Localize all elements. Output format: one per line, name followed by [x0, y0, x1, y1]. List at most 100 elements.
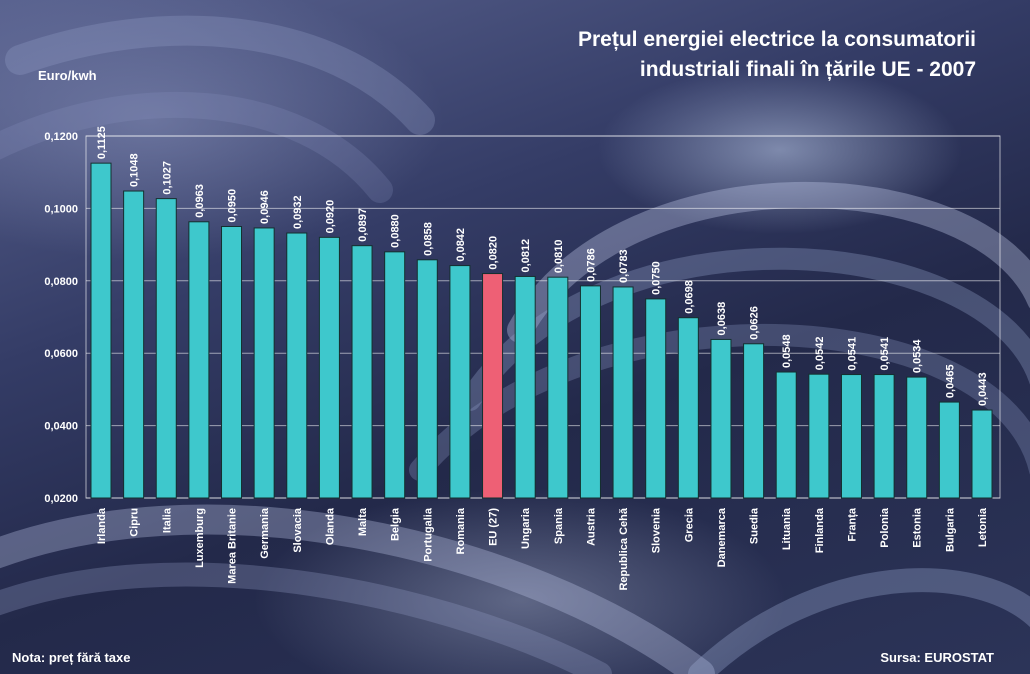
value-label: 0,0465	[944, 364, 956, 398]
category-label: Marea Britanie	[227, 508, 239, 584]
bar	[514, 275, 536, 499]
value-label: 0,0626	[749, 306, 761, 340]
value-label: 0,0783	[618, 249, 630, 283]
bar	[612, 286, 634, 499]
bar	[677, 317, 699, 499]
bar	[840, 374, 862, 499]
category-label: Estonia	[912, 507, 924, 548]
bar	[906, 376, 928, 499]
value-label: 0,0541	[879, 337, 891, 371]
value-label: 0,0920	[324, 200, 336, 234]
bar	[710, 338, 732, 499]
bar	[155, 198, 177, 499]
category-label: EU (27)	[488, 508, 500, 546]
bar	[416, 259, 438, 499]
category-label: Finlanda	[814, 507, 826, 553]
value-label: 0,0820	[488, 236, 500, 270]
value-label: 0,0880	[390, 214, 402, 248]
bar	[808, 373, 830, 499]
category-label: Slovenia	[651, 507, 663, 553]
value-label: 0,0786	[585, 248, 597, 282]
y-axis: 0,0200 0,0400 0,0600 0,0800 0,1000 0,1200	[44, 131, 78, 505]
plot-area	[85, 135, 1001, 499]
category-label: Letonia	[977, 507, 989, 547]
source-label: Sursa: EUROSTAT	[880, 650, 994, 665]
bar	[253, 227, 275, 499]
value-label: 0,0842	[455, 228, 467, 262]
bar	[579, 285, 601, 499]
bar	[286, 232, 308, 499]
bar	[547, 276, 569, 499]
category-label: Romania	[455, 507, 467, 554]
y-tick-label: 0,0400	[44, 421, 78, 433]
value-label: 0,0812	[520, 239, 532, 273]
y-axis-unit-label: Euro/kwh	[38, 68, 97, 83]
value-label: 0,0932	[292, 195, 304, 229]
category-label: Danemarca	[716, 507, 728, 567]
value-label: 0,0698	[683, 280, 695, 314]
category-label: Italia	[161, 507, 173, 533]
bar	[873, 374, 895, 499]
category-label: Cipru	[129, 508, 141, 537]
category-label: Belgia	[390, 507, 402, 541]
value-label: 0,1125	[96, 126, 108, 159]
category-label: Lituania	[781, 507, 793, 550]
category-label: Grecia	[683, 507, 695, 542]
y-tick-label: 0,0600	[44, 348, 78, 360]
value-label: 0,0542	[814, 337, 826, 371]
bars	[90, 162, 993, 499]
bar	[938, 401, 960, 499]
category-label: Olanda	[324, 507, 336, 545]
y-tick-label: 0,1000	[44, 203, 78, 215]
category-label: Polonia	[879, 507, 891, 548]
category-label: Franța	[846, 507, 858, 542]
category-label: Bulgaria	[944, 507, 956, 552]
chart-title-line-2: industriali finali în țările UE - 2007	[640, 58, 976, 81]
value-label: 0,0534	[912, 339, 924, 374]
bar	[775, 371, 797, 499]
bar	[123, 190, 145, 499]
y-tick-label: 0,1200	[44, 131, 78, 143]
value-label: 0,0963	[194, 184, 206, 218]
value-label: 0,0897	[357, 208, 369, 242]
category-label: Republica Cehă	[618, 507, 630, 590]
bar	[90, 162, 112, 499]
category-label: Ungaria	[520, 507, 532, 549]
category-label: Spania	[553, 507, 565, 544]
category-label: Portugalia	[422, 507, 434, 562]
value-label: 0,0750	[651, 261, 663, 295]
chart-title-line-1: Prețul energiei electrice la consumatori…	[578, 28, 976, 51]
bar	[384, 251, 406, 499]
bar	[971, 409, 993, 499]
value-label: 0,0541	[846, 337, 858, 371]
value-label: 0,1048	[129, 153, 141, 187]
value-labels: 0,1125 0,1048 0,1027 0,0963 0,0950 0,0946 0,09…	[96, 126, 989, 406]
value-label: 0,1027	[161, 161, 173, 195]
bar	[351, 245, 373, 499]
y-tick-label: 0,0800	[44, 276, 78, 288]
category-label: Irlanda	[96, 507, 108, 544]
value-label: 0,0810	[553, 240, 565, 274]
x-axis-category-labels: Irlanda Cipru Italia Luxemburg Marea Britani…	[96, 507, 989, 590]
bar	[221, 226, 243, 499]
bar	[449, 265, 471, 499]
category-label: Slovacia	[292, 507, 304, 553]
category-label: Luxemburg	[194, 508, 206, 568]
y-tick-label: 0,0200	[44, 493, 78, 505]
category-label: Germania	[259, 507, 271, 559]
bar	[318, 236, 340, 499]
value-label: 0,0638	[716, 302, 728, 336]
value-label: 0,0548	[781, 334, 793, 368]
bar	[645, 298, 667, 499]
value-label: 0,0443	[977, 372, 989, 406]
bar-highlight	[482, 273, 504, 499]
value-label: 0,0950	[227, 189, 239, 223]
value-label: 0,0858	[422, 222, 434, 256]
background-coils	[0, 15, 1030, 674]
category-label: Suedia	[749, 507, 761, 544]
category-label: Austria	[585, 507, 597, 546]
footnote: Nota: preț fără taxe	[12, 650, 130, 665]
bar	[743, 343, 765, 499]
